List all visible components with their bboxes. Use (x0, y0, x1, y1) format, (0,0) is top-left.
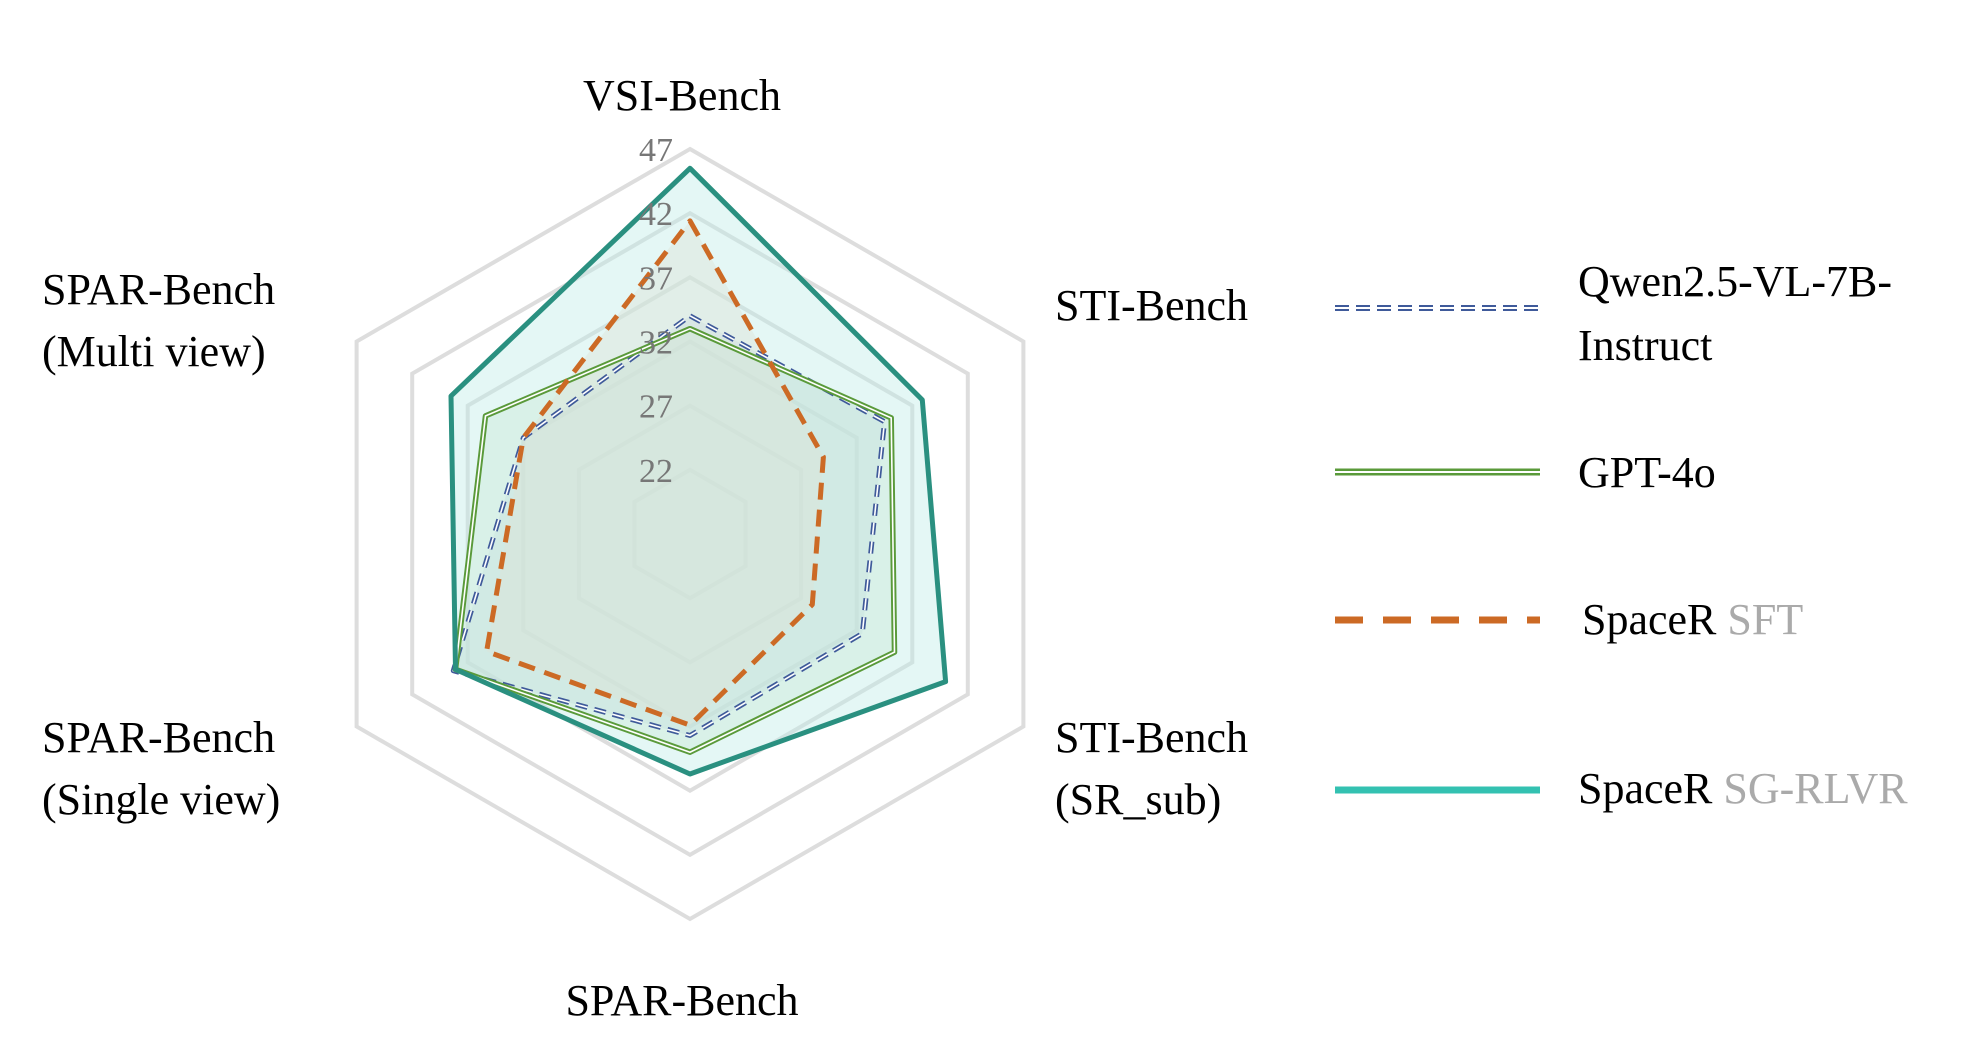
grid-ring (354, 146, 1026, 922)
tick-label: 47 (639, 132, 673, 169)
series-line (484, 218, 826, 728)
legend-item: GPT-4o (1335, 448, 1716, 497)
legend-label: GPT-4o (1578, 448, 1716, 497)
legend-label-line: SpaceR (1582, 595, 1717, 644)
series-fill (451, 168, 946, 775)
axis-label-line: (Single view) (42, 775, 280, 824)
axis-label-line: SPAR-Bench (42, 265, 275, 314)
axis-label-line: STI-Bench (1055, 281, 1248, 330)
series-line (448, 165, 949, 777)
legend-label: SpaceR SFT (1582, 595, 1803, 644)
legend-item: SpaceR SG-RLVR (1335, 764, 1908, 813)
axis-label: SPAR-Bench (Single view) (42, 713, 280, 824)
legend-label-line: GPT-4o (1578, 448, 1716, 497)
legend-label-suffix: SG-RLVR (1712, 764, 1908, 813)
grid-rings (354, 146, 1026, 922)
axis-label-line: SPAR-Bench (565, 976, 798, 1025)
tick-label: 37 (639, 260, 673, 297)
axis-label: SPAR-Bench (Multi view) (42, 265, 275, 376)
axis-label: STI-Bench (SR_sub) (1055, 713, 1248, 824)
series-fill (486, 220, 824, 726)
tick-label: 27 (639, 389, 673, 426)
axis-labels: VSI-Bench STI-Bench STI-Bench (SR_sub) SPAR-… (42, 71, 1248, 1025)
legend-label-line: Instruct (1578, 321, 1712, 370)
axis-label: STI-Bench (1055, 281, 1248, 330)
axis-label-line: (SR_sub) (1055, 775, 1221, 824)
series-fill (455, 328, 895, 753)
series-lines (448, 165, 949, 777)
series-line-inner (452, 314, 886, 737)
grid-ring (632, 467, 748, 601)
grid-ring (576, 403, 804, 665)
series-fills (451, 168, 946, 775)
tick-label: 32 (639, 325, 673, 362)
legend-label-suffix: SFT (1716, 595, 1803, 644)
series-line-inner (454, 327, 896, 754)
series-fill (453, 315, 885, 736)
tick-label: 22 (639, 453, 673, 490)
legend-label: Qwen2.5-VL-7B- Instruct (1578, 257, 1892, 370)
legend-item: Qwen2.5-VL-7B- Instruct (1335, 257, 1892, 370)
axis-label-line: VSI-Bench (583, 71, 781, 120)
tick-labels: 22 27 32 37 42 47 (639, 132, 673, 490)
grid-ring (465, 274, 915, 794)
axis-label: VSI-Bench (583, 71, 781, 120)
axis-label-line: SPAR-Bench (42, 713, 275, 762)
axis-label: SPAR-Bench (565, 976, 798, 1025)
legend-item: SpaceR SFT (1335, 595, 1803, 644)
axis-label-line: STI-Bench (1055, 713, 1248, 762)
axis-label-line: (Multi view) (42, 327, 266, 376)
legend-label-line: Qwen2.5-VL-7B- (1578, 257, 1892, 306)
grid-ring (410, 210, 970, 858)
legend-label: SpaceR SG-RLVR (1578, 764, 1908, 813)
legend-label-line: SpaceR (1578, 764, 1713, 813)
tick-label: 42 (639, 196, 673, 233)
